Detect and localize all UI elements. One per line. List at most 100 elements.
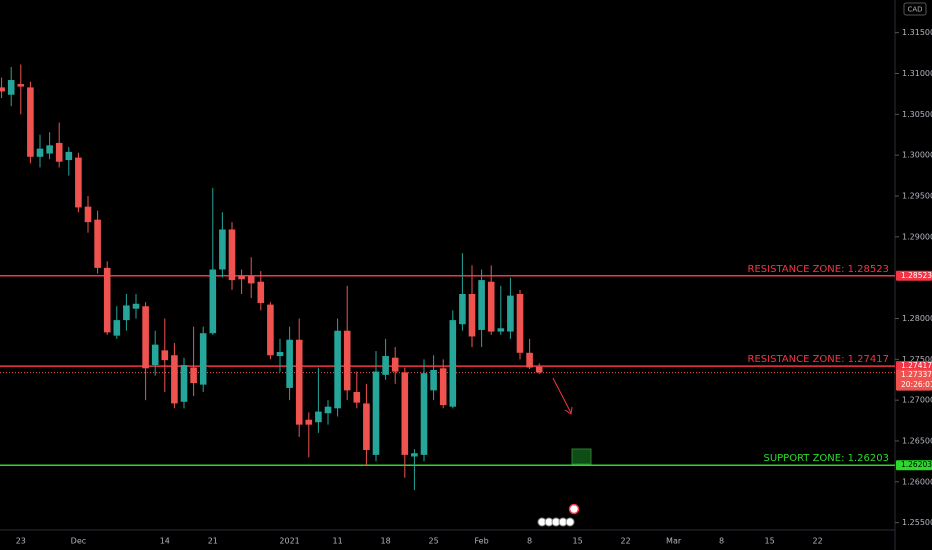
- candle-body: [94, 219, 101, 268]
- candle-body: [286, 339, 293, 388]
- candle-body: [516, 293, 524, 353]
- x-tick-label: 22: [621, 537, 631, 546]
- target-box: [571, 448, 592, 465]
- x-tick-label: 14: [160, 537, 170, 546]
- x-tick-label: 11: [333, 537, 343, 546]
- candle-body: [180, 365, 188, 402]
- level-price-tag: [896, 361, 932, 372]
- candle-body: [84, 206, 92, 223]
- candle-body: [487, 281, 495, 332]
- candle-body: [103, 267, 111, 333]
- level-label: RESISTANCE ZONE: 1.28523: [748, 264, 889, 275]
- x-tick-label: Feb: [475, 537, 489, 546]
- level-price-tag-text: 1.27417: [901, 361, 932, 370]
- candle-body: [267, 304, 274, 356]
- candle-body: [497, 328, 505, 332]
- candle-body: [199, 333, 207, 385]
- candle-body: [295, 339, 303, 425]
- price-axis: 1.31500 1.31000 1.30500 1.30000 1.29500 1.290…: [895, 28, 932, 527]
- x-tick-label: 15: [765, 537, 775, 546]
- y-tick-label: 1.31000: [902, 69, 932, 78]
- level-label: RESISTANCE ZONE: 1.27417: [748, 354, 889, 365]
- candle-body: [142, 306, 149, 369]
- x-tick-label: 18: [381, 537, 391, 546]
- candle-body: [305, 419, 313, 425]
- candle-body: [75, 157, 82, 208]
- candle-body: [468, 293, 476, 337]
- candle-body: [276, 351, 284, 357]
- candle-body: [411, 453, 418, 457]
- level-label: SUPPORT ZONE: 1.26203: [763, 453, 889, 464]
- candle-body: [507, 295, 514, 332]
- candle-body: [363, 403, 370, 450]
- y-tick-label: 1.27000: [902, 396, 932, 405]
- event-icon[interactable]: [568, 503, 580, 515]
- candle-body: [459, 293, 466, 325]
- candle-body: [132, 303, 140, 309]
- candle-body: [113, 320, 121, 336]
- candle-body: [219, 229, 226, 270]
- x-tick-label: 21: [208, 537, 218, 546]
- y-tick-label: 1.26500: [902, 436, 932, 445]
- candle-body: [46, 145, 53, 154]
- y-tick-label: 1.30000: [902, 151, 932, 160]
- candle-body: [65, 151, 73, 161]
- candle-body: [247, 276, 255, 284]
- currency: CAD: [907, 6, 922, 14]
- candle-body: [0, 87, 5, 92]
- level-price-tag: [896, 270, 932, 281]
- candle-body: [315, 411, 322, 423]
- candle-body: [55, 142, 63, 162]
- y-tick-label: 1.26000: [902, 477, 932, 486]
- candle-body: [420, 373, 428, 455]
- x-tick-label: 15: [573, 537, 583, 546]
- x-tick-label: Dec: [71, 537, 86, 546]
- candle-body: [430, 369, 437, 391]
- candle-body: [439, 368, 447, 406]
- level-price-tag-text: 1.26203: [901, 460, 932, 469]
- candle-body: [190, 367, 197, 384]
- candle-body: [526, 352, 533, 368]
- plot-area: RESISTANCE ZONE: 1.28523 RESISTANCE ZONE:…: [0, 64, 895, 490]
- candle-body: [382, 356, 389, 375]
- x-tick-label: 8: [719, 537, 724, 546]
- candle-body: [353, 391, 361, 403]
- y-tick-label: 1.31500: [902, 28, 932, 37]
- y-tick-label: 1.28000: [902, 314, 932, 323]
- x-tick-label: 8: [527, 537, 532, 546]
- x-tick-label: 23: [16, 537, 26, 546]
- x-tick-label: 25: [429, 537, 439, 546]
- x-tick-label: 22: [813, 537, 823, 546]
- candle-body: [343, 330, 351, 391]
- candle-body: [17, 84, 25, 87]
- countdown: 20:26:01: [901, 380, 932, 389]
- last-price-tag-text: 1.27337: [901, 370, 932, 379]
- arrow-shaft: [552, 377, 572, 414]
- candle-body: [391, 357, 399, 372]
- candle-body: [123, 305, 130, 321]
- y-tick-label: 1.29000: [902, 232, 932, 241]
- candle-body: [238, 276, 245, 280]
- y-tick-label: 1.27500: [902, 355, 932, 364]
- y-tick-label: 1.29500: [902, 191, 932, 200]
- currency-box[interactable]: [903, 2, 927, 16]
- event-icon[interactable]: [565, 517, 575, 527]
- candle-body: [478, 280, 485, 330]
- candle-body: [257, 281, 265, 303]
- candle-body: [401, 372, 409, 455]
- forecast-arrow: [552, 377, 573, 415]
- candle-body: [171, 355, 178, 404]
- x-tick-label: Mar: [666, 537, 682, 546]
- last-price-tag: [896, 369, 932, 391]
- candle-body: [372, 371, 380, 455]
- candle-body: [151, 344, 159, 366]
- level-price-tag-text: 1.28523: [901, 271, 932, 280]
- candle-body: [27, 87, 34, 157]
- x-tick-label: 2021: [279, 537, 299, 546]
- candle-body: [7, 80, 15, 95]
- event-icons[interactable]: [537, 503, 580, 527]
- y-tick-label: 1.25500: [902, 518, 932, 527]
- arrow-head: [564, 406, 573, 415]
